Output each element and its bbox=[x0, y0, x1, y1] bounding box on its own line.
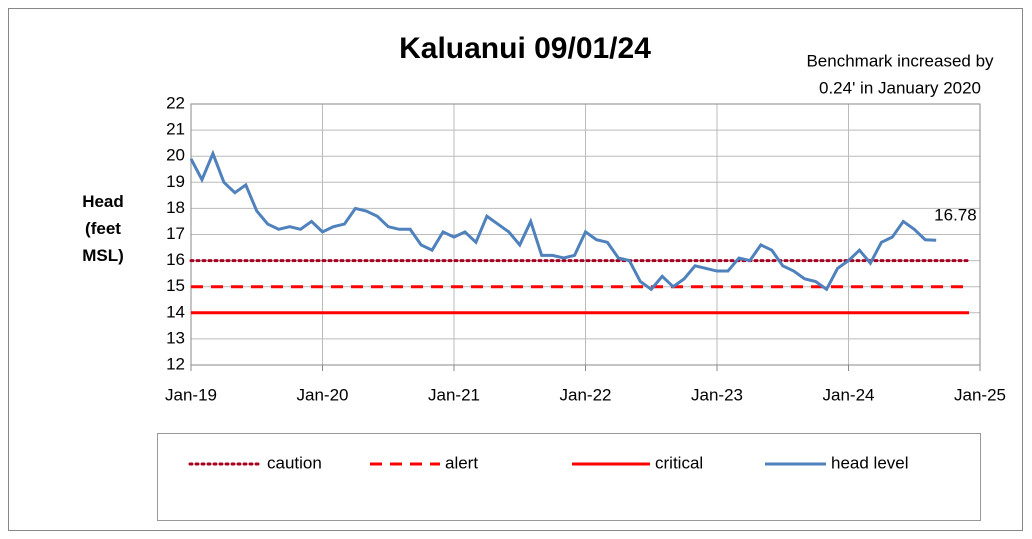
x-tick-label: Jan-23 bbox=[691, 385, 743, 404]
legend-label: caution bbox=[267, 453, 322, 472]
x-tick-label: Jan-21 bbox=[428, 385, 480, 404]
y-tick-label: 15 bbox=[166, 276, 185, 295]
x-tick-label: Jan-19 bbox=[165, 385, 217, 404]
y-tick-label: 16 bbox=[166, 250, 185, 269]
y-tick-label: 19 bbox=[166, 172, 185, 191]
data-label: 16.78 bbox=[934, 206, 977, 225]
y-tick-label: 22 bbox=[166, 93, 185, 112]
y-tick-label: 18 bbox=[166, 198, 185, 217]
plot-frame bbox=[190, 103, 981, 366]
series-line bbox=[189, 149, 937, 292]
legend-label: critical bbox=[655, 453, 703, 472]
y-tick-label: 13 bbox=[166, 328, 185, 347]
chart-title: Kaluanui 09/01/24 bbox=[399, 32, 651, 65]
y-tick-label: 14 bbox=[166, 302, 185, 321]
legend-label: head level bbox=[831, 453, 909, 472]
annotation: 0.24' in January 2020 bbox=[819, 78, 981, 97]
x-tick-label: Jan-24 bbox=[823, 385, 875, 404]
legend-label: alert bbox=[445, 453, 478, 472]
annotation: Benchmark increased by bbox=[806, 51, 994, 70]
y-tick-label: 17 bbox=[166, 224, 185, 243]
x-tick-label: Jan-25 bbox=[954, 385, 1006, 404]
legend-frame bbox=[157, 433, 981, 521]
y-axis-label: Head (feet MSL) bbox=[82, 192, 124, 265]
y-tick-label: 12 bbox=[166, 354, 185, 373]
y-tick-label: 21 bbox=[166, 120, 185, 139]
x-tick-label: Jan-20 bbox=[297, 385, 349, 404]
x-tick-label: Jan-22 bbox=[560, 385, 612, 404]
chart-frame bbox=[8, 8, 1023, 531]
y-tick-label: 20 bbox=[166, 146, 185, 165]
